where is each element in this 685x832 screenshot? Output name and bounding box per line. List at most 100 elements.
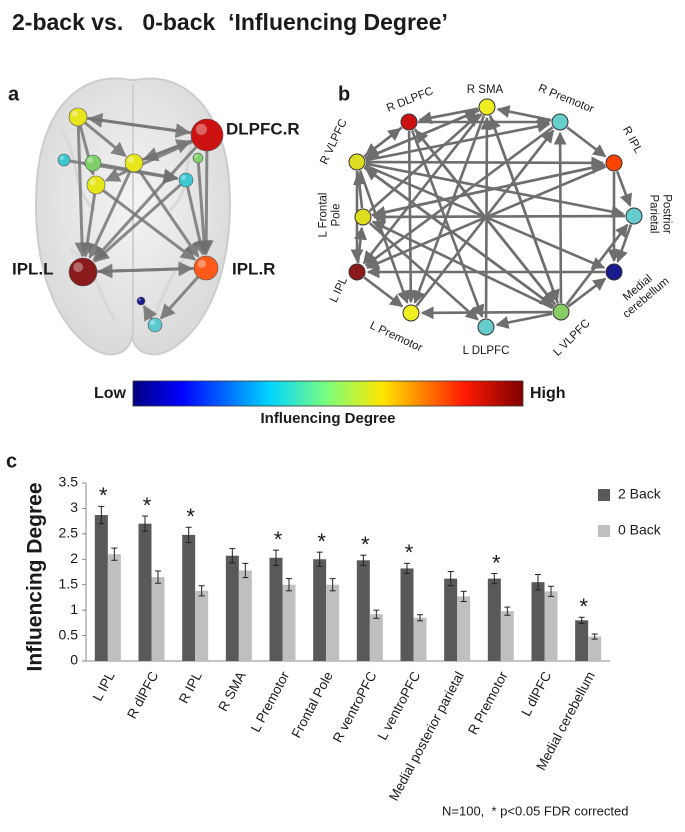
sphere-highlight xyxy=(87,157,93,163)
connection-arrow xyxy=(102,189,197,261)
x-tick-label: R Premotor xyxy=(465,669,511,737)
bar xyxy=(369,614,383,661)
region-label: IPL.R xyxy=(232,259,275,278)
network-node xyxy=(552,303,570,321)
error-bar xyxy=(142,515,148,532)
error-bar xyxy=(491,573,498,585)
error-bar xyxy=(198,585,205,597)
node-label-line: R IPL xyxy=(620,124,644,156)
network-edge xyxy=(565,223,629,306)
significance-marker: * xyxy=(361,532,370,557)
region-sphere xyxy=(190,118,224,152)
network-edge xyxy=(364,167,555,308)
colorbar xyxy=(132,380,524,407)
region-sphere xyxy=(178,172,194,188)
significance-marker: * xyxy=(143,493,152,518)
y-tick-label: 2.5 xyxy=(59,525,79,541)
y-axis-label: Influencing Degree xyxy=(24,482,47,671)
bar xyxy=(531,582,545,661)
node-label-line: L Frontal xyxy=(318,193,330,238)
network-node xyxy=(551,113,569,131)
sphere-highlight xyxy=(181,175,186,180)
network-edge xyxy=(363,276,404,308)
bar xyxy=(575,620,589,661)
error-bar xyxy=(360,554,367,566)
network-node xyxy=(348,263,366,281)
node-label: L VLPFC xyxy=(551,317,592,358)
node-label: R SMA xyxy=(467,84,504,96)
significance-marker: * xyxy=(579,594,588,619)
connection-arrow xyxy=(92,145,198,262)
node-label: R DLPFC xyxy=(385,85,435,115)
bar xyxy=(94,515,108,661)
network-edge xyxy=(365,156,605,170)
error-bar xyxy=(286,578,292,592)
x-tick-label: Frontal Pole xyxy=(289,669,336,740)
node-label-line: Pole xyxy=(331,203,343,226)
bar xyxy=(400,568,414,661)
bar xyxy=(500,611,514,661)
error-bar xyxy=(155,570,161,584)
x-tick-label: L IPL xyxy=(90,669,118,704)
network-edge xyxy=(413,128,556,305)
error-bar xyxy=(329,578,336,592)
legend-label: 0 Back xyxy=(618,522,662,538)
region-sphere xyxy=(147,317,163,333)
bar-chart: 0 0.5 1 1.5 2 2.5 3 3.5 * L IPL * R dlPFC * R IPL R SM… xyxy=(59,474,662,804)
x-tick-label: R IPL xyxy=(176,669,205,706)
sphere-highlight xyxy=(59,155,64,160)
connection-arrow xyxy=(137,169,200,258)
connection-arrow xyxy=(196,162,212,256)
connection-arrow xyxy=(186,186,208,256)
node-label: L DLPFC xyxy=(463,345,510,357)
network-edge xyxy=(496,105,552,122)
bar xyxy=(487,578,501,661)
region-sphere xyxy=(84,154,102,172)
bar xyxy=(225,555,239,661)
sphere-highlight xyxy=(138,298,142,301)
network-edge xyxy=(363,127,402,158)
network-node xyxy=(400,113,418,131)
brain-render xyxy=(35,77,231,356)
connection-arrow xyxy=(159,275,200,320)
bar xyxy=(269,557,283,661)
significance-marker: * xyxy=(274,527,283,552)
network-node xyxy=(478,98,496,116)
node-label: R VLPFC xyxy=(318,117,349,166)
region-sphere xyxy=(86,175,106,195)
connection-arrow xyxy=(97,263,195,279)
sphere-highlight xyxy=(197,259,206,268)
panel-letter: c xyxy=(6,450,17,472)
node-label: L IPL xyxy=(328,275,350,305)
network-edge xyxy=(615,170,633,207)
panel-letter: b xyxy=(338,83,350,105)
x-tick-label: R dlPFC xyxy=(124,669,161,721)
network-node xyxy=(348,153,366,171)
network-node xyxy=(625,207,643,225)
significance-marker: * xyxy=(99,483,108,508)
node-label-line: L IPL xyxy=(328,275,350,305)
network-edge xyxy=(410,129,485,318)
error-bar xyxy=(460,590,467,602)
bar xyxy=(238,570,252,661)
legend-swatch xyxy=(598,489,610,501)
bar xyxy=(195,590,209,661)
node-label-line: L VLPFC xyxy=(551,317,592,358)
legend-label: 2 Back xyxy=(618,486,662,502)
significance-marker: * xyxy=(186,504,195,529)
sphere-highlight xyxy=(73,262,83,272)
y-tick-label: 0 xyxy=(70,652,78,668)
network-edge xyxy=(418,107,479,125)
network-edge xyxy=(566,126,607,158)
x-tick-label: L dlPFC xyxy=(518,669,554,719)
error-bar xyxy=(273,549,279,566)
region-sphere xyxy=(68,107,88,127)
connection-arrow xyxy=(87,112,192,135)
bar xyxy=(182,534,196,661)
network-node xyxy=(402,304,420,322)
y-tick-label: 1.5 xyxy=(59,575,79,591)
panel-letter: a xyxy=(8,83,20,105)
connection-arrow xyxy=(74,125,90,258)
error-bar xyxy=(229,548,236,564)
